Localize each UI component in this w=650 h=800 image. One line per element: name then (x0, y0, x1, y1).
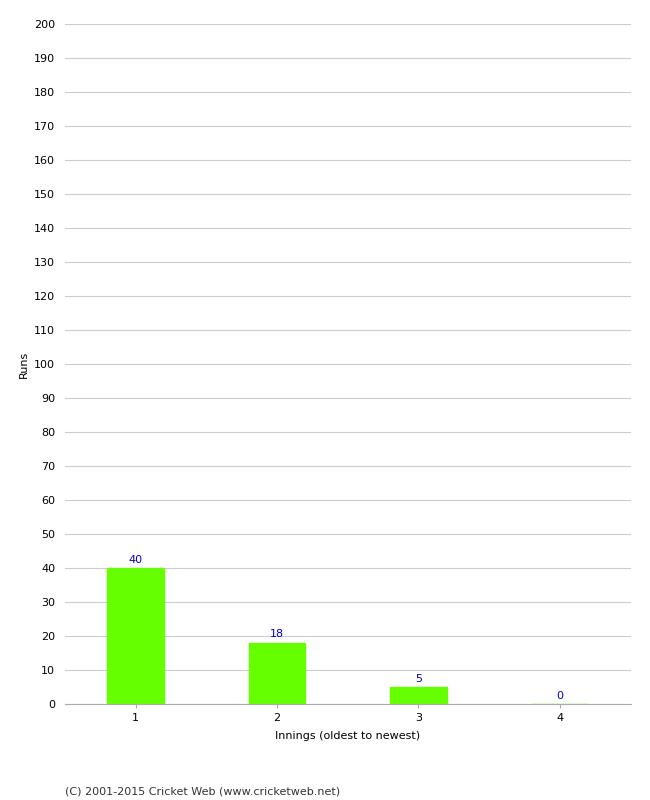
Bar (107, 568, 164, 704)
Text: 18: 18 (270, 630, 284, 639)
Text: (C) 2001-2015 Cricket Web (www.cricketweb.net): (C) 2001-2015 Cricket Web (www.cricketwe… (65, 786, 340, 796)
X-axis label: Innings (oldest to newest): Innings (oldest to newest) (275, 731, 421, 742)
Text: 0: 0 (556, 690, 564, 701)
Y-axis label: Runs: Runs (19, 350, 29, 378)
Text: 40: 40 (129, 554, 143, 565)
Bar (390, 687, 447, 704)
Text: 5: 5 (415, 674, 422, 683)
Bar (249, 643, 306, 704)
